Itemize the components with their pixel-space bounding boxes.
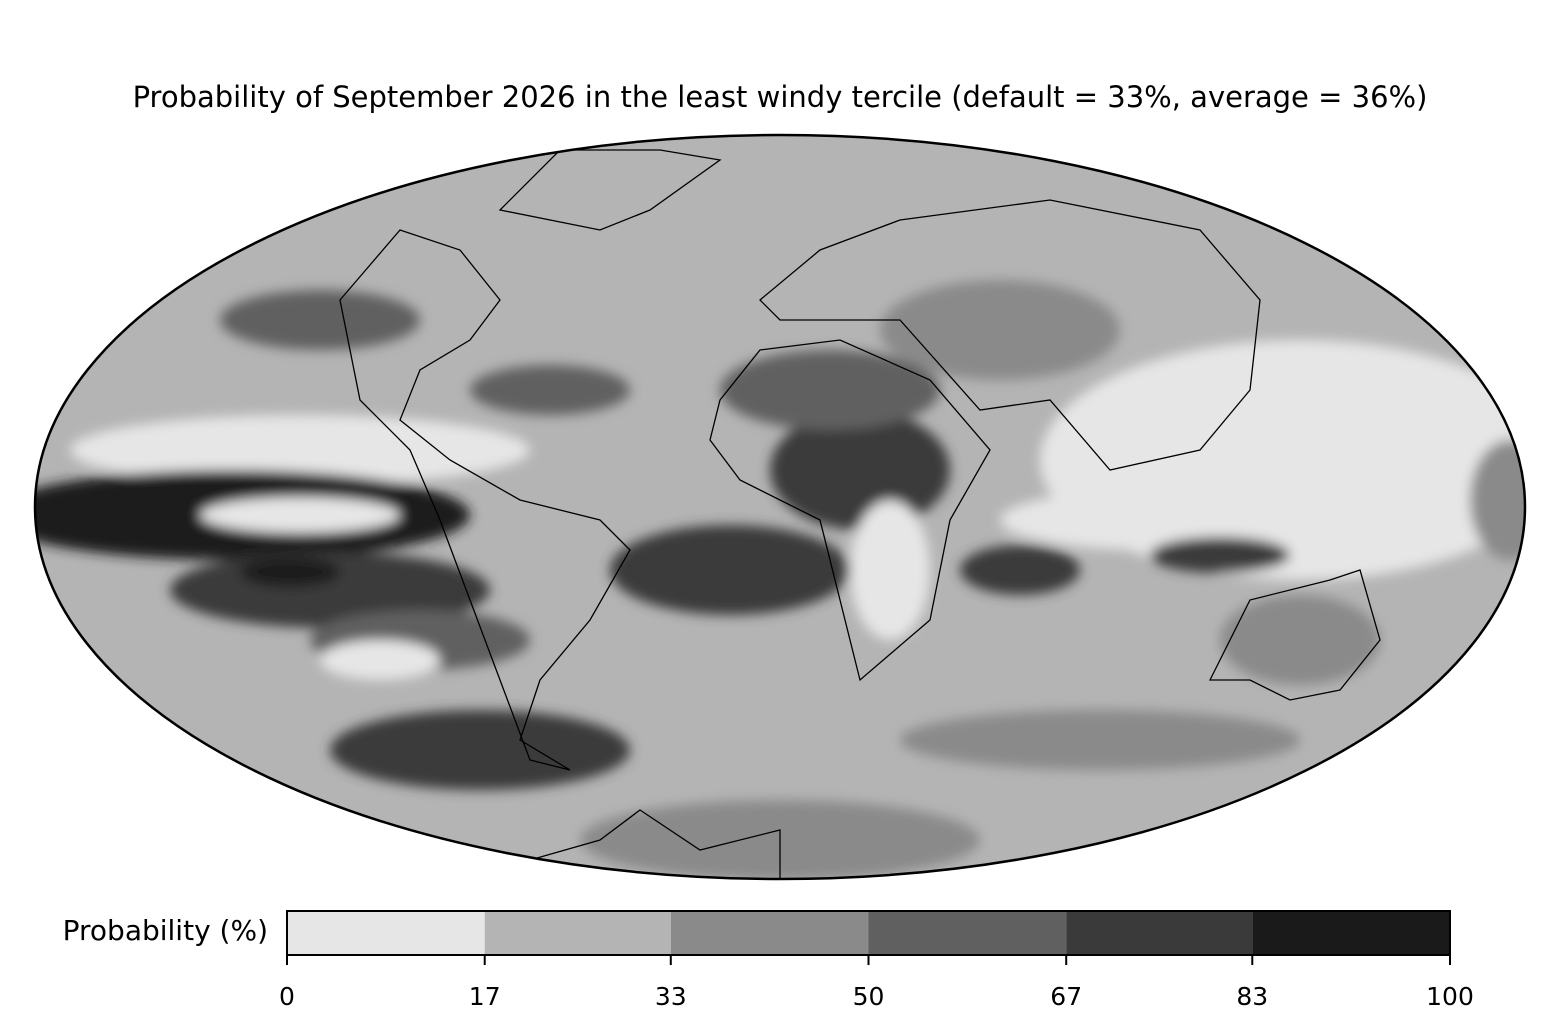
colorbar-tick-label: 83: [1236, 982, 1268, 1011]
colorbar-bin: [868, 911, 1067, 955]
colorbar-tick-label: 50: [853, 982, 885, 1011]
colorbar-tick-label: 33: [655, 982, 687, 1011]
colorbar: 0 17 33 50 67 83 100: [279, 910, 1474, 1011]
colorbar-bin: [1252, 911, 1450, 955]
colorbar-bin: [1066, 911, 1253, 955]
colorbar-bin: [484, 911, 671, 955]
colorbar-bin: [287, 911, 485, 955]
map-frame: [33, 133, 1527, 881]
colorbar-tick-label: 67: [1050, 982, 1082, 1011]
map-field: [35, 135, 1525, 879]
colorbar-tick-label: 17: [469, 982, 501, 1011]
colorbar-label: Probability (%): [63, 914, 268, 947]
colorbar-bin: [670, 911, 869, 955]
map-title: Probability of September 2026 in the lea…: [133, 80, 1428, 114]
colorbar-tick-label: 0: [279, 982, 295, 1011]
colorbar-tick-label: 100: [1426, 982, 1474, 1011]
